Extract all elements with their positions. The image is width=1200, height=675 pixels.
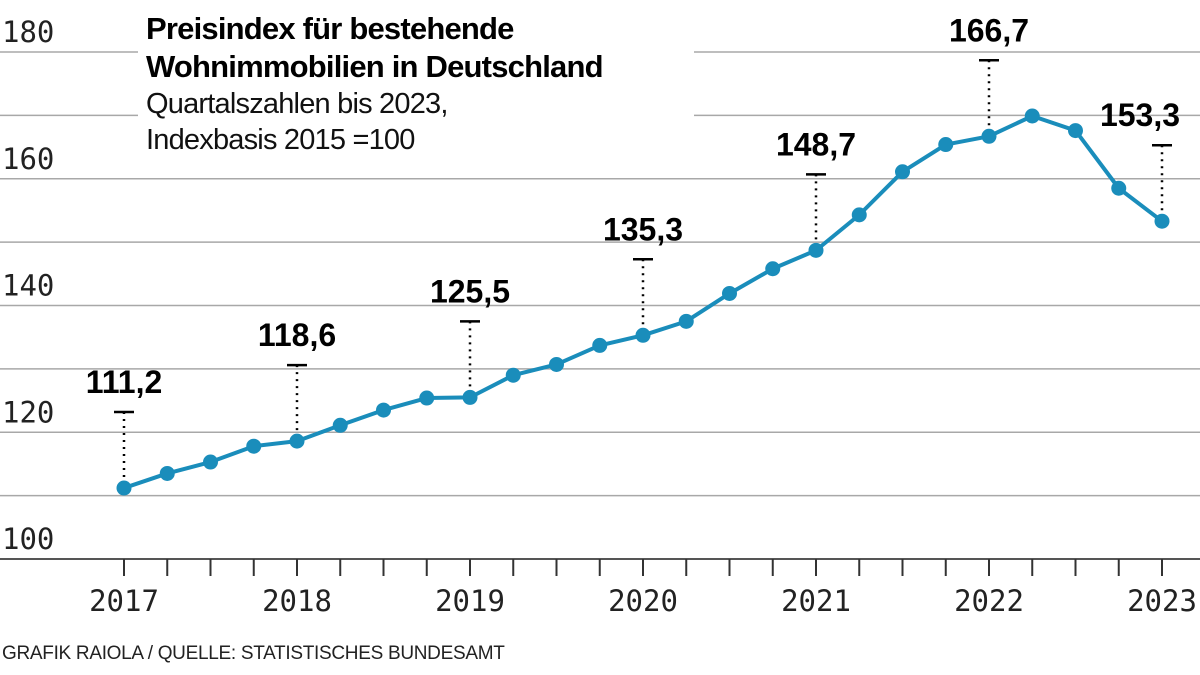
data-label: 166,7 (949, 12, 1029, 48)
data-label: 125,5 (430, 273, 510, 309)
data-point (851, 207, 867, 223)
x-tick-label: 2022 (954, 584, 1024, 618)
data-point (938, 137, 954, 153)
data-point (203, 454, 218, 470)
data-point (289, 433, 305, 449)
data-label: 148,7 (776, 126, 856, 162)
data-point (549, 356, 564, 372)
data-label: 135,3 (603, 211, 683, 247)
chart-title-block: Preisindex für bestehende Wohnimmobilien… (138, 10, 694, 164)
data-point (1068, 123, 1083, 139)
data-point (376, 402, 391, 418)
chart-subtitle-line-2: Indexbasis 2015 =100 (146, 124, 415, 156)
y-tick-label: 180 (2, 15, 54, 49)
x-tick-label: 2023 (1127, 584, 1197, 618)
source-credit: GRAFIK RAIOLA / QUELLE: STATISTISCHES BU… (2, 643, 505, 664)
x-tick-label: 2018 (262, 584, 332, 618)
x-tick-label: 2017 (89, 584, 159, 618)
data-point (116, 480, 132, 496)
y-tick-label: 100 (2, 522, 54, 556)
data-label: 111,2 (86, 364, 163, 400)
data-point (592, 337, 608, 353)
y-tick-label: 120 (2, 395, 54, 429)
chart-subtitle-line-1: Quartalszahlen bis 2023, (146, 88, 448, 120)
data-point (246, 438, 262, 454)
x-tick-label: 2019 (435, 584, 505, 618)
data-point (765, 261, 781, 277)
x-tick-label: 2021 (781, 584, 851, 618)
y-tick-label: 140 (2, 269, 54, 303)
data-label: 118,6 (258, 317, 336, 353)
chart-title: Preisindex für bestehende Wohnimmobilien… (146, 11, 604, 84)
data-point (895, 164, 910, 180)
data-point (635, 327, 651, 343)
data-point (332, 417, 348, 433)
data-point (1111, 180, 1127, 196)
data-label: 153,3 (1100, 97, 1180, 133)
data-point (808, 242, 824, 258)
data-point (722, 285, 737, 301)
data-point (1024, 108, 1040, 124)
data-point (981, 128, 997, 144)
data-point (419, 390, 435, 406)
data-point (678, 313, 694, 329)
x-tick-label: 2020 (608, 584, 678, 618)
data-point (1154, 213, 1170, 229)
data-point (159, 465, 175, 481)
data-point (462, 389, 478, 405)
data-point (505, 367, 521, 383)
y-tick-label: 160 (2, 142, 54, 176)
